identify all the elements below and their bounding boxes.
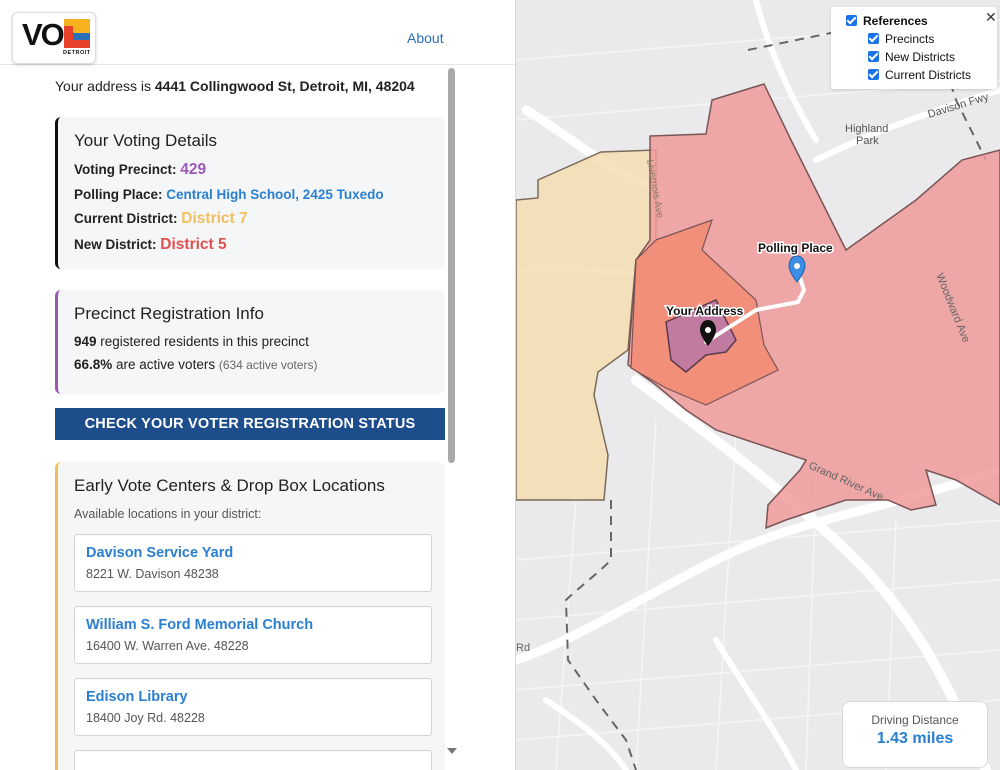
active-text: are active voters — [112, 357, 219, 372]
location-item[interactable] — [74, 750, 432, 770]
side-panel: VO DETROIT About Your address is 4441 Co… — [0, 0, 516, 770]
location-item[interactable]: William S. Ford Memorial Church 16400 W.… — [74, 606, 432, 664]
current-district-row: Current District: District 7 — [74, 210, 248, 228]
new-districts-label: New Districts — [885, 50, 956, 64]
early-vote-title: Early Vote Centers & Drop Box Locations — [74, 476, 385, 495]
logo-flag-icon — [64, 19, 90, 48]
scroll-down-arrow-icon[interactable] — [447, 748, 457, 754]
check-registration-button[interactable]: CHECK YOUR VOTER REGISTRATION STATUS — [55, 408, 445, 440]
registered-count: 949 — [74, 334, 97, 349]
highland-park-label: Highland — [845, 123, 888, 135]
address-value: 4441 Collingwood St, Detroit, MI, 48204 — [154, 78, 415, 94]
highland-park-label-2: Park — [856, 135, 879, 147]
road-label: Rd — [516, 642, 530, 654]
voting-precinct-row: Voting Precinct: 429 — [74, 161, 206, 179]
active-count: (634 active voters) — [218, 358, 318, 372]
map[interactable]: Highland Park Davison Fwy Woodward Ave G… — [516, 0, 1000, 770]
driving-route — [704, 276, 806, 344]
driving-distance-card: Driving Distance 1.43 miles — [842, 701, 988, 768]
close-icon[interactable]: ✕ — [985, 9, 997, 25]
location-name[interactable]: William S. Ford Memorial Church — [86, 617, 314, 633]
precincts-checkbox[interactable] — [868, 33, 879, 44]
panel-content: Your address is 4441 Collingwood St, Det… — [0, 66, 458, 770]
logo-text: VO — [22, 17, 65, 52]
location-item[interactable]: Davison Service Yard 8221 W. Davison 482… — [74, 534, 432, 592]
new-district-row: New District: District 5 — [74, 236, 227, 254]
new-district-value: District 5 — [160, 236, 227, 253]
references-checkbox[interactable] — [846, 15, 857, 26]
logo-subtext: DETROIT — [63, 50, 91, 56]
your-address-marker-icon[interactable] — [700, 320, 716, 346]
map-canvas[interactable]: Highland Park Davison Fwy Woodward Ave G… — [516, 0, 1000, 770]
polling-place-label: Polling Place — [758, 241, 833, 255]
current-district-value: District 7 — [181, 210, 248, 227]
scrollbar-thumb[interactable] — [448, 68, 455, 463]
early-vote-card: Early Vote Centers & Drop Box Locations … — [55, 462, 445, 770]
precincts-label: Precincts — [885, 32, 935, 46]
active-voters-row: 66.8% are active voters (634 active vote… — [74, 357, 318, 372]
location-address: 16400 W. Warren Ave. 48228 — [86, 639, 249, 653]
header: VO DETROIT About — [0, 0, 515, 65]
your-address-label: Your Address — [666, 304, 744, 318]
about-link[interactable]: About — [407, 30, 444, 46]
current-district-label: Current District: — [74, 211, 178, 226]
location-address: 8221 W. Davison 48238 — [86, 567, 219, 581]
new-district-area[interactable] — [627, 83, 1000, 530]
vote-detroit-logo[interactable]: VO DETROIT — [12, 12, 96, 64]
location-name[interactable]: Davison Service Yard — [86, 545, 234, 561]
voting-details-title: Your Voting Details — [74, 131, 218, 150]
location-address: 18400 Joy Rd. 48228 — [86, 711, 205, 725]
voting-precinct-value: 429 — [180, 161, 207, 178]
location-item[interactable]: Edison Library 18400 Joy Rd. 48228 — [74, 678, 432, 736]
references-panel: References Precincts New Districts Curre… — [831, 7, 997, 89]
polling-place-row: Polling Place: Central High School, 2425… — [74, 187, 384, 202]
location-name[interactable]: Edison Library — [86, 689, 188, 705]
precinct-info-card: Precinct Registration Info 949 registere… — [55, 290, 445, 394]
polling-place-marker-icon[interactable] — [788, 255, 806, 283]
voting-details-card: Your Voting Details Voting Precinct: 429… — [55, 117, 445, 269]
address-prefix: Your address is — [55, 78, 155, 94]
voting-precinct-label: Voting Precinct: — [74, 162, 177, 177]
driving-distance-value: 1.43 miles — [876, 730, 954, 747]
driving-distance-label: Driving Distance — [871, 713, 959, 727]
current-districts-checkbox[interactable] — [868, 69, 879, 80]
new-districts-checkbox[interactable] — [868, 51, 879, 62]
references-title: References — [863, 14, 928, 28]
davison-fwy-label: Davison Fwy — [926, 91, 990, 121]
active-percent: 66.8% — [74, 357, 113, 372]
new-district-label: New District: — [74, 237, 157, 252]
current-districts-label: Current Districts — [885, 68, 972, 82]
panel-scrollbar[interactable] — [446, 66, 458, 770]
polling-place-label: Polling Place: — [74, 187, 163, 202]
precinct-area[interactable] — [665, 299, 737, 373]
early-vote-subtitle: Available locations in your district: — [74, 507, 262, 521]
polling-place-value[interactable]: Central High School, 2425 Tuxedo — [166, 187, 384, 202]
address-line: Your address is 4441 Collingwood St, Det… — [55, 78, 415, 94]
registered-row: 949 registered residents in this precinc… — [74, 334, 309, 349]
registered-text: registered residents in this precinct — [96, 334, 309, 349]
precinct-info-title: Precinct Registration Info — [74, 304, 264, 323]
